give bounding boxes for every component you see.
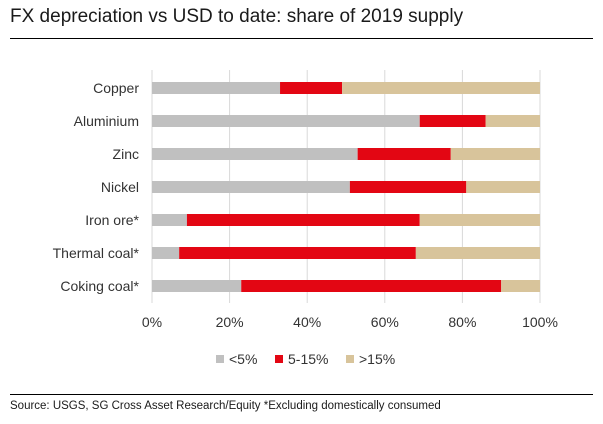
x-tick-label: 100%	[522, 314, 558, 330]
category-label: Thermal coal*	[53, 245, 140, 261]
bar-segment	[152, 148, 358, 160]
category-label: Aluminium	[74, 113, 139, 129]
legend-label: >15%	[359, 351, 395, 367]
bar-segment	[241, 280, 502, 292]
legend-swatch	[275, 355, 283, 363]
bar-segment	[280, 82, 343, 94]
bar-segment	[186, 214, 420, 226]
bar-segment	[501, 280, 540, 292]
bar-segment	[357, 148, 451, 160]
category-labels: Copper Aluminium Zinc Nickel Iron ore* Therma…	[53, 80, 140, 294]
bar-segment	[152, 247, 180, 259]
legend-swatch	[346, 355, 354, 363]
title-divider	[10, 38, 593, 39]
source-note: Source: USGS, SG Cross Asset Research/Eq…	[10, 400, 441, 412]
bar-segment	[152, 82, 281, 94]
x-tick-label: 0%	[142, 314, 162, 330]
legend-label: <5%	[229, 351, 257, 367]
bar-segment	[152, 181, 350, 193]
bar-segment	[179, 247, 416, 259]
category-label: Coking coal*	[60, 278, 139, 294]
bar-segment	[450, 148, 540, 160]
source-divider	[10, 394, 593, 395]
category-label: Nickel	[101, 179, 139, 195]
bar-segment	[152, 214, 187, 226]
x-axis-tick-labels: 0% 20% 40% 60% 80% 100%	[142, 314, 558, 330]
bar-segment	[419, 115, 486, 127]
bar-segment	[466, 181, 540, 193]
chart-title: FX depreciation vs USD to date: share of…	[10, 6, 464, 27]
x-tick-label: 20%	[216, 314, 244, 330]
x-tick-label: 40%	[293, 314, 321, 330]
bar-segment	[152, 115, 420, 127]
bars	[152, 82, 540, 292]
x-tick-label: 80%	[448, 314, 476, 330]
bar-segment	[419, 214, 540, 226]
category-label: Zinc	[113, 146, 139, 162]
legend-swatch	[216, 355, 224, 363]
bar-segment	[342, 82, 540, 94]
bar-segment	[485, 115, 540, 127]
x-tick-label: 60%	[371, 314, 399, 330]
bar-segment	[415, 247, 540, 259]
category-label: Copper	[93, 80, 139, 96]
legend: <5% 5-15% >15%	[216, 351, 395, 367]
bar-segment	[152, 280, 242, 292]
legend-label: 5-15%	[288, 351, 328, 367]
bar-segment	[349, 181, 467, 193]
category-label: Iron ore*	[85, 212, 139, 228]
